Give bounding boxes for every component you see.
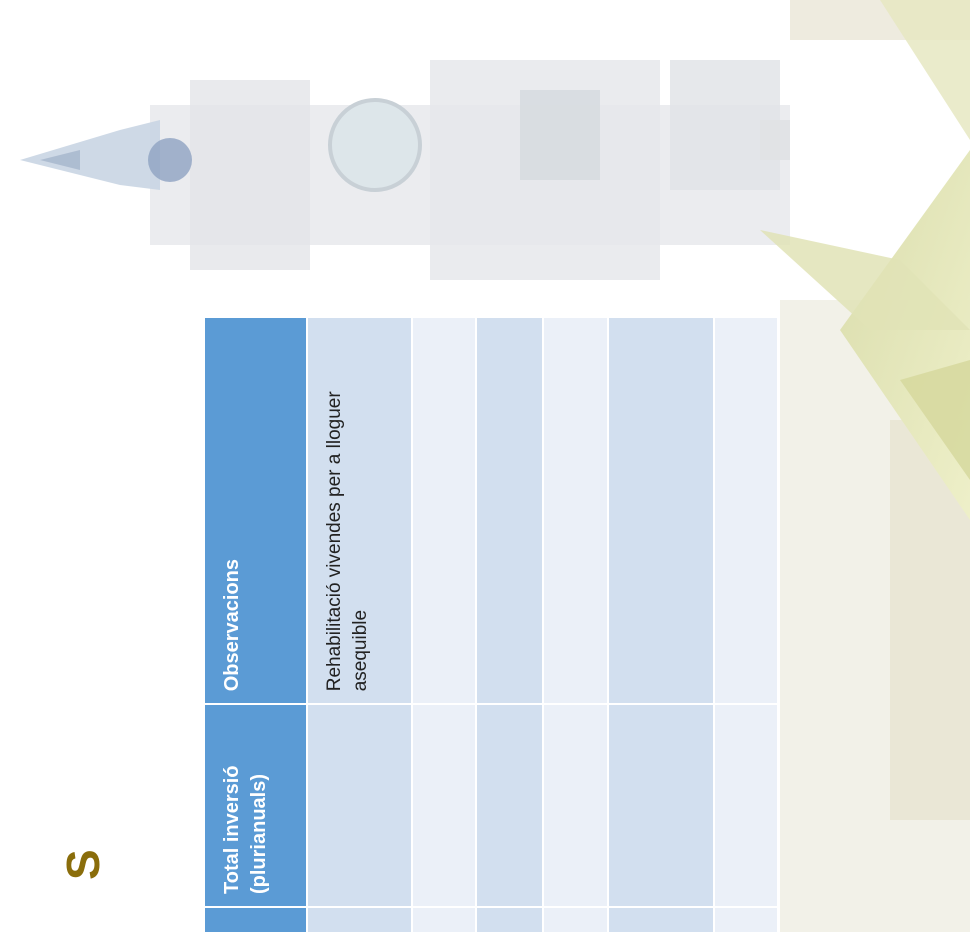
table-cell-observations: Rehabilitació vivendes per a lloguer ase… — [324, 391, 371, 692]
table-cell-total — [477, 703, 542, 906]
table-cell-total — [715, 703, 777, 906]
table-cell-clipped — [477, 906, 542, 932]
table-header-row: Total inversió (plurianuals) Observacion… — [205, 318, 308, 932]
table-cell-total — [544, 703, 607, 906]
header-total-investment: Total inversió (plurianuals) — [205, 703, 306, 906]
table-cell-clipped — [715, 906, 777, 932]
table-cell-observations — [544, 318, 607, 703]
table-cell-clipped — [413, 906, 475, 932]
table-row — [544, 318, 609, 932]
table-row — [413, 318, 477, 932]
table-row — [715, 318, 777, 932]
table-row — [609, 318, 715, 932]
table-row: Rehabilitació vivendes per a lloguer ase… — [308, 318, 413, 932]
table-cell-observations — [609, 318, 713, 703]
table-cell-clipped — [308, 906, 411, 932]
heading-letter: S — [57, 849, 109, 880]
table-cell-clipped — [544, 906, 607, 932]
table-cell-observations — [477, 318, 542, 703]
table-cell-total — [609, 703, 713, 906]
table-row — [477, 318, 544, 932]
table-cell-clipped — [609, 906, 713, 932]
table-cell-observations — [715, 318, 777, 703]
header-observations: Observacions — [221, 558, 243, 692]
table-cell-observations — [413, 318, 475, 703]
table-cell-total — [308, 703, 411, 906]
investment-table: Total inversió (plurianuals) Observacion… — [205, 318, 777, 932]
table-cell-total — [413, 703, 475, 906]
header-clipped-cell — [205, 906, 306, 932]
